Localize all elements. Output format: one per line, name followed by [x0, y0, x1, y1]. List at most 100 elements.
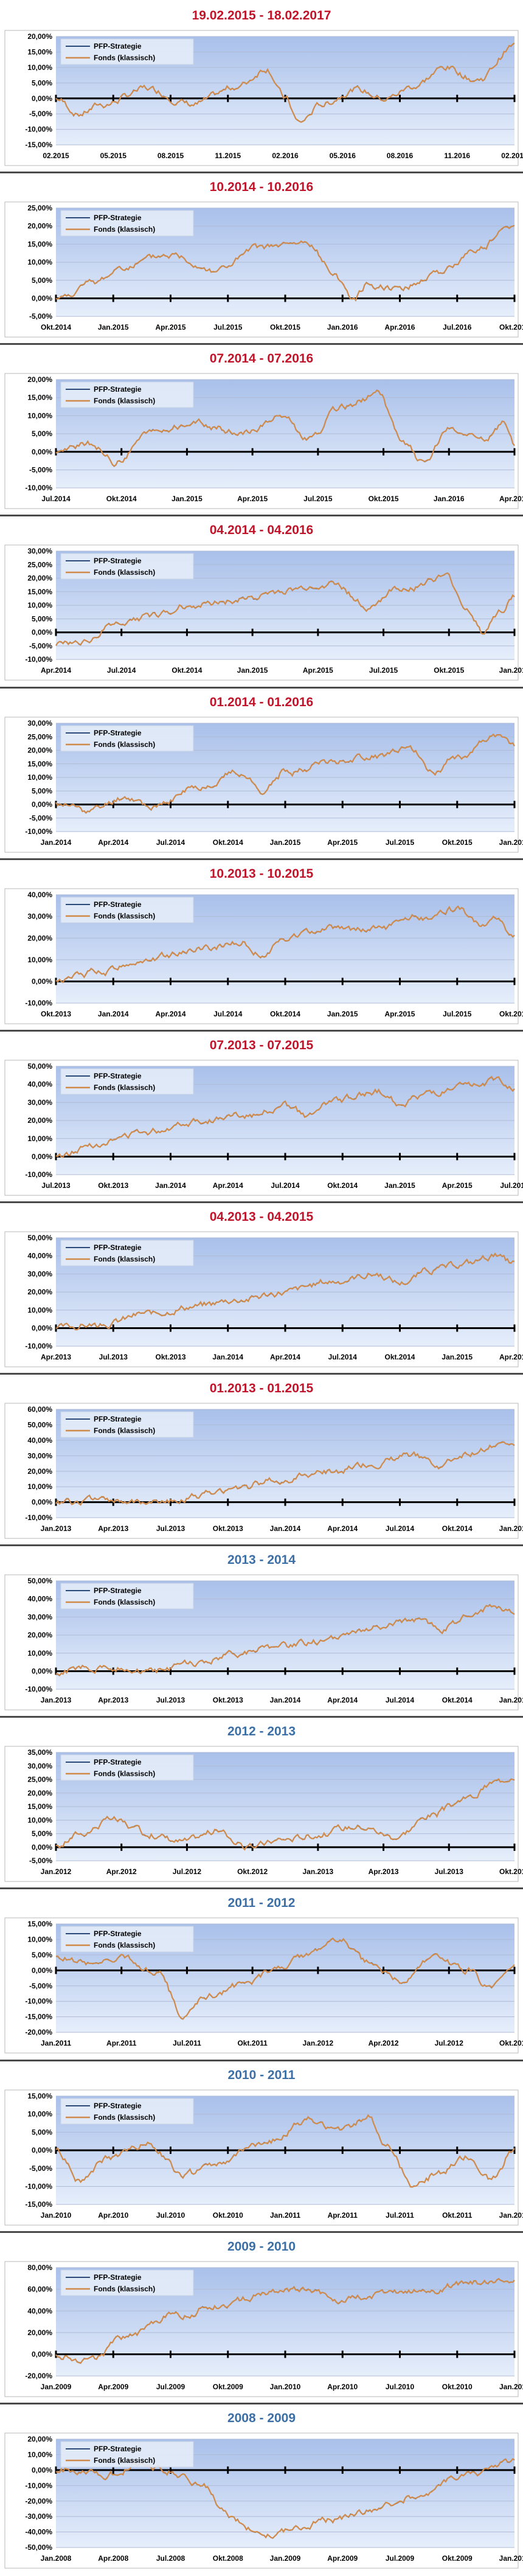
series-line-fund: [55, 1441, 515, 1506]
chart-panel: 01.2014 - 01.2016 30,00% 25,00% 20,00% 15,00…: [0, 686, 523, 858]
x-tick-label: Jan.2016: [327, 323, 358, 332]
y-tick-label: 5,00%: [32, 2128, 52, 2136]
legend-box: [60, 1583, 194, 1609]
legend-label-fund: Fonds (klassisch): [94, 1598, 155, 1606]
x-tick-label: Okt.2009: [442, 2554, 473, 2563]
legend-label-fund: Fonds (klassisch): [94, 397, 155, 405]
legend-box: [60, 2098, 194, 2125]
legend: PFP-Strategie Fonds (klassisch): [60, 725, 194, 752]
x-tick-label: Jan.2012: [499, 2211, 523, 2220]
y-tick-label: -5,00%: [29, 1982, 52, 1990]
chart-panel: 2010 - 2011 15,00% 10,00% 5,00% 0,00% -5,00% -…: [0, 2059, 523, 2231]
x-tick-label: Jul.2008: [156, 2554, 185, 2563]
line-chart: 20,00% 15,00% 10,00% 5,00% 0,00% -5,00% -10,00…: [4, 373, 523, 509]
y-tick-label: 30,00%: [27, 1762, 52, 1771]
chart-title: 2010 - 2011: [227, 2067, 296, 2082]
legend-box: [60, 1411, 194, 1438]
y-tick-label: 20,00%: [27, 1467, 52, 1476]
x-tick-label: Jan.2014: [155, 1181, 186, 1190]
legend: PFP-Strategie Fonds (klassisch): [60, 2269, 194, 2296]
y-tick-label: 25,00%: [27, 732, 52, 741]
panel-separator: [0, 515, 523, 517]
series-line-fund: [55, 389, 515, 468]
panel-separator: [0, 1716, 523, 1718]
series-line-fund: [55, 1937, 515, 2021]
x-tick-label: Jan.2014: [41, 838, 72, 847]
legend: PFP-Strategie Fonds (klassisch): [60, 553, 194, 580]
x-tick-label: Okt.2010: [213, 2211, 243, 2220]
series-line-fund: [55, 1075, 515, 1158]
y-tick-label: 0,00%: [32, 628, 52, 637]
legend-label-strategy: PFP-Strategie: [94, 1072, 142, 1080]
y-tick-label: 0,00%: [32, 94, 52, 103]
y-tick-label: -10,00%: [25, 1342, 52, 1350]
chart-title: 04.2013 - 04.2015: [209, 1209, 314, 1224]
y-tick-label: -5,00%: [29, 813, 52, 822]
x-tick-label: Apr.2014: [327, 1696, 358, 1704]
x-tick-label: Okt.2015: [499, 1010, 523, 1018]
x-tick-label: Jan.2012: [303, 2040, 334, 2048]
y-tick-label: 0,00%: [32, 1967, 52, 1975]
x-tick-label: Okt.2013: [213, 1524, 243, 1533]
x-tick-label: Jul.2009: [156, 2383, 185, 2391]
x-tick-label: Apr.2014: [213, 1181, 243, 1190]
x-tick-label: Okt.2014: [327, 1181, 358, 1190]
panel-separator: [0, 1373, 523, 1375]
legend-label-fund: Fonds (klassisch): [94, 2456, 155, 2465]
legend: PFP-Strategie Fonds (klassisch): [60, 1411, 194, 1438]
x-tick-label: Okt.2015: [442, 838, 473, 847]
y-tick-label: 0,00%: [32, 1667, 52, 1676]
x-tick-label: Jan.2015: [442, 1353, 473, 1361]
y-tick-label: 50,00%: [27, 1421, 52, 1429]
legend-label-fund: Fonds (klassisch): [94, 54, 155, 62]
legend: PFP-Strategie Fonds (klassisch): [60, 38, 194, 65]
legend-label-strategy: PFP-Strategie: [94, 42, 142, 50]
legend-box: [60, 210, 194, 237]
line-chart: 30,00% 25,00% 20,00% 15,00% 10,00% 5,00% 0,00%…: [4, 544, 523, 681]
line-chart: 50,00% 40,00% 30,00% 20,00% 10,00% 0,00% -10,0…: [4, 1574, 523, 1710]
x-tick-label: 05.2015: [100, 151, 127, 160]
x-tick-label: Jan.2009: [270, 2554, 301, 2563]
y-tick-label: 10,00%: [27, 1816, 52, 1825]
x-tick-label: Apr.2008: [98, 2554, 128, 2563]
x-tick-label: Apr.2012: [369, 2040, 399, 2048]
line-chart: 35,00% 30,00% 25,00% 20,00% 15,00% 10,00% 5,00…: [4, 1746, 523, 1882]
legend-label-strategy: PFP-Strategie: [94, 1758, 142, 1766]
x-tick-label: Apr.2014: [270, 1353, 300, 1361]
x-tick-label: 05.2016: [330, 151, 356, 160]
chart-panel: 01.2013 - 01.2015 60,00% 50,00% 40,00% 30,00…: [0, 1373, 523, 1544]
legend-label-fund: Fonds (klassisch): [94, 568, 155, 577]
legend-box: [60, 553, 194, 580]
y-tick-label: -15,00%: [25, 141, 52, 149]
legend: PFP-Strategie Fonds (klassisch): [60, 1754, 194, 1781]
y-tick-label: 0,00%: [32, 2146, 52, 2154]
legend-label-strategy: PFP-Strategie: [94, 1929, 142, 1938]
x-tick-label: Jan.2013: [303, 1867, 334, 1876]
x-tick-label: Okt.2013: [98, 1181, 128, 1190]
panel-separator: [0, 686, 523, 689]
x-tick-label: Okt.2014: [213, 838, 243, 847]
legend-label-fund: Fonds (klassisch): [94, 740, 155, 749]
x-tick-label: Jan.2015: [499, 1524, 523, 1533]
x-tick-label: Okt.2013: [41, 1010, 71, 1018]
x-tick-label: Okt.2014: [270, 1010, 300, 1018]
series-line-fund: [55, 1604, 515, 1677]
x-tick-label: Apr.2015: [499, 1353, 523, 1361]
legend-label-strategy: PFP-Strategie: [94, 2445, 142, 2453]
x-tick-label: Okt.2009: [213, 2383, 243, 2391]
y-tick-label: 60,00%: [27, 2285, 52, 2293]
x-tick-label: Jul.2014: [386, 1696, 415, 1704]
x-tick-label: Jan.2010: [41, 2211, 72, 2220]
y-tick-label: 30,00%: [27, 1613, 52, 1622]
y-tick-label: 15,00%: [27, 240, 52, 249]
y-tick-label: 20,00%: [27, 375, 52, 384]
y-tick-label: -10,00%: [25, 2481, 52, 2490]
y-tick-label: 10,00%: [27, 1306, 52, 1314]
chart-title: 07.2013 - 07.2015: [209, 1038, 314, 1052]
x-tick-label: Jan.2015: [237, 667, 268, 675]
y-tick-label: 25,00%: [27, 561, 52, 569]
x-tick-label: Apr.2011: [106, 2040, 137, 2048]
panel-separator: [0, 1029, 523, 1032]
x-tick-label: Jan.2014: [270, 1524, 301, 1533]
legend: PFP-Strategie Fonds (klassisch): [60, 2098, 194, 2125]
